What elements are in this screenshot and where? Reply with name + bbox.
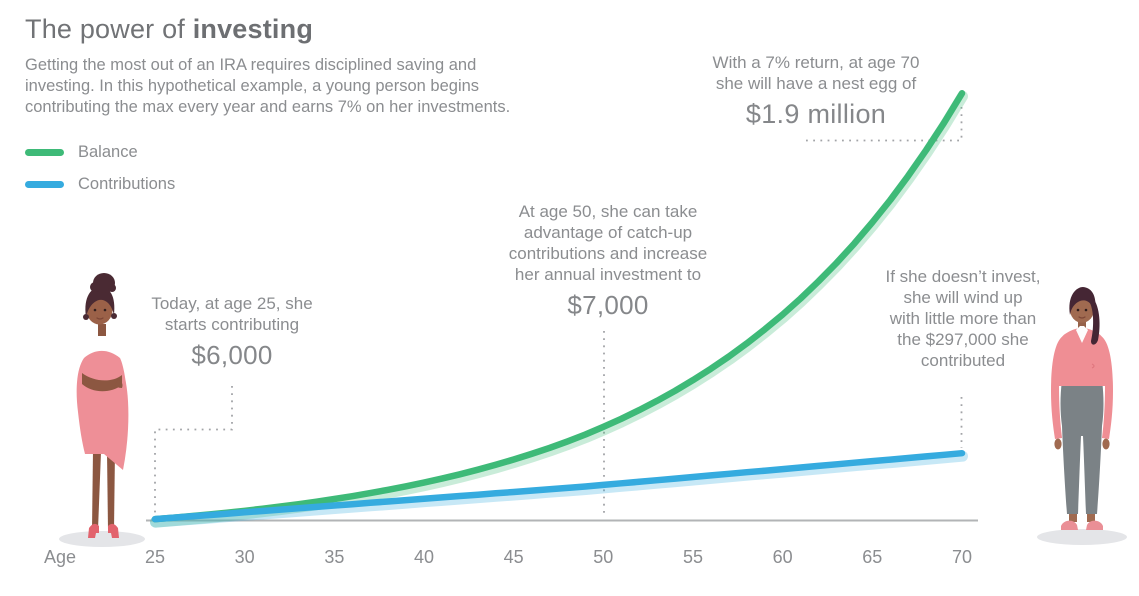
x-tick-label-50: 50 <box>593 547 614 567</box>
connector-age-25 <box>154 386 233 517</box>
legend-item-balance: Balance <box>25 143 175 161</box>
page-title-bold: investing <box>192 14 314 44</box>
contributions-line-swatch <box>25 180 64 188</box>
page-title: The power of investing <box>25 14 313 45</box>
x-tick-label-30: 30 <box>234 547 255 567</box>
legend-label-balance: Balance <box>78 142 138 161</box>
annotation-age-25-value: $6,000 <box>191 340 273 370</box>
legend-label-contributions: Contributions <box>78 174 176 193</box>
x-tick-label-70: 70 <box>951 547 972 567</box>
annotation-age-70-value: $1.9 million <box>745 99 887 129</box>
annotation-age-50-value: $7,000 <box>567 290 649 320</box>
x-tick-label-25: 25 <box>144 547 166 567</box>
balance-line <box>151 90 966 523</box>
legend: Balance Contributions <box>25 143 175 207</box>
connector-age-70-balance <box>806 107 963 142</box>
x-tick-label-45: 45 <box>503 547 524 567</box>
young-woman-shadow <box>59 531 145 547</box>
annotation-age-50: At age 50, she can take advantage of cat… <box>509 201 707 321</box>
annotation-age-50-text: At age 50, she can take advantage of cat… <box>508 202 708 284</box>
x-tick-label-40: 40 <box>413 547 434 567</box>
legend-item-contributions: Contributions <box>25 175 175 193</box>
contributions-line <box>151 449 966 523</box>
page-title-regular: The power of <box>25 14 193 44</box>
x-tick-label-35: 35 <box>324 547 345 567</box>
older-woman-illustration <box>1037 287 1127 545</box>
x-tick-label-65: 65 <box>862 547 883 567</box>
annotation-no-invest: If she doesn’t invest, she will wind up … <box>886 266 1041 371</box>
young-woman-illustration <box>59 273 145 547</box>
x-tick-label-55: 55 <box>682 547 703 567</box>
annotation-age-25: Today, at age 25, she starts contributin… <box>151 293 312 371</box>
page-subtitle: Getting the most out of an IRA requires … <box>25 56 511 116</box>
older-woman-shadow <box>1037 529 1127 545</box>
annotation-no-invest-text: If she doesn’t invest, she will wind up … <box>885 267 1041 370</box>
x-tick-label-60: 60 <box>772 547 793 567</box>
balance-line-swatch <box>25 148 64 156</box>
annotation-age-25-text: Today, at age 25, she starts contributin… <box>151 294 313 334</box>
x-axis-title: Age <box>44 547 77 567</box>
annotation-age-70: With a 7% return, at age 70 she will hav… <box>713 52 920 130</box>
annotation-age-70-text: With a 7% return, at age 70 she will hav… <box>712 53 920 93</box>
